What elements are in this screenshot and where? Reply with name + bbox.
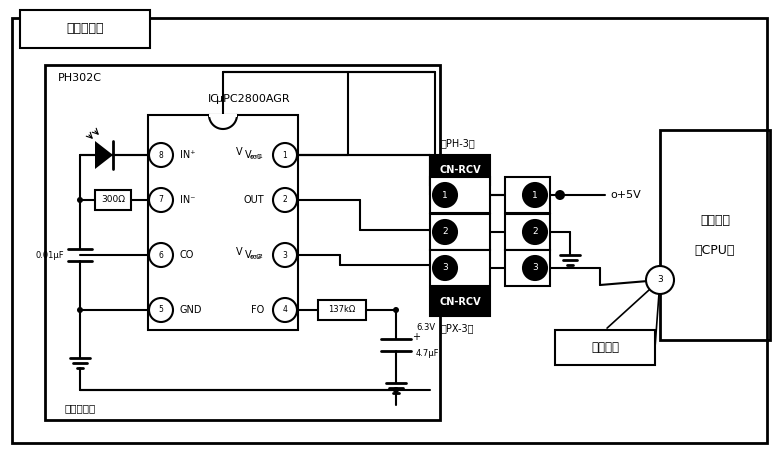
Text: （PX-3）: （PX-3） — [441, 323, 474, 333]
Circle shape — [523, 183, 547, 207]
Text: 2: 2 — [533, 227, 538, 237]
Circle shape — [273, 143, 297, 167]
Circle shape — [393, 387, 399, 393]
Bar — [209, 114, 237, 117]
Text: CN-RCV: CN-RCV — [439, 165, 481, 175]
Text: FO: FO — [251, 305, 264, 315]
Circle shape — [393, 307, 399, 313]
Text: CO: CO — [180, 250, 195, 260]
Bar — [318, 300, 366, 320]
Text: 遥控接收器: 遥控接收器 — [66, 23, 104, 36]
Text: o+5V: o+5V — [610, 190, 640, 200]
Bar — [430, 177, 490, 213]
Text: +: + — [412, 332, 420, 342]
Text: 3: 3 — [282, 250, 288, 259]
Circle shape — [523, 256, 547, 280]
Bar — [20, 10, 150, 48]
Text: V: V — [236, 147, 243, 157]
Text: cc1: cc1 — [250, 154, 262, 160]
Circle shape — [433, 183, 457, 207]
Circle shape — [77, 197, 83, 203]
Text: （PH-3）: （PH-3） — [440, 138, 475, 148]
Bar — [148, 115, 298, 330]
Text: 1: 1 — [442, 190, 448, 200]
Text: PH302C: PH302C — [58, 73, 102, 83]
Text: CN-RCV: CN-RCV — [439, 297, 481, 307]
Bar — [660, 130, 770, 340]
Text: IN⁺: IN⁺ — [180, 150, 196, 160]
Text: Vₑₑ₁: Vₑₑ₁ — [246, 150, 264, 160]
Text: 4: 4 — [282, 306, 288, 314]
Circle shape — [433, 220, 457, 244]
Bar — [505, 250, 550, 286]
Circle shape — [149, 298, 173, 322]
Bar — [45, 65, 440, 420]
Text: （防护罩）: （防护罩） — [64, 403, 95, 413]
Text: 300Ω: 300Ω — [101, 195, 125, 205]
Text: GND: GND — [180, 305, 203, 315]
Bar — [430, 288, 490, 316]
Circle shape — [149, 188, 173, 212]
Circle shape — [646, 266, 674, 294]
Circle shape — [273, 298, 297, 322]
Circle shape — [149, 143, 173, 167]
Text: 6.3V: 6.3V — [416, 323, 435, 332]
Text: 137kΩ: 137kΩ — [328, 306, 356, 314]
Text: 7: 7 — [159, 195, 163, 205]
Text: 微处理器: 微处理器 — [700, 213, 730, 226]
Text: IN⁻: IN⁻ — [180, 195, 196, 205]
Text: Vₑₑ₂: Vₑₑ₂ — [246, 250, 264, 260]
Text: IC: IC — [207, 94, 218, 104]
Circle shape — [77, 307, 83, 313]
Text: μPC2800AGR: μPC2800AGR — [216, 94, 290, 104]
Text: 5: 5 — [159, 306, 163, 314]
Text: 1: 1 — [282, 150, 287, 159]
Bar — [555, 330, 655, 365]
Text: 3: 3 — [442, 263, 448, 273]
Text: 1: 1 — [442, 190, 448, 200]
Text: 3: 3 — [657, 275, 663, 284]
Text: 4.7μF: 4.7μF — [416, 349, 439, 357]
Text: 2: 2 — [442, 227, 448, 237]
Text: 0.01μF: 0.01μF — [35, 250, 64, 259]
Bar — [430, 250, 490, 286]
Text: （CPU）: （CPU） — [695, 244, 735, 257]
Text: 2: 2 — [442, 227, 448, 237]
Bar — [95, 190, 131, 210]
Polygon shape — [95, 141, 113, 169]
Circle shape — [523, 220, 547, 244]
Bar — [505, 214, 550, 250]
Text: 1: 1 — [532, 190, 538, 200]
Text: V: V — [236, 247, 243, 257]
Circle shape — [149, 243, 173, 267]
Text: 遥控数据: 遥控数据 — [591, 341, 619, 354]
Text: CN-RCV: CN-RCV — [439, 165, 481, 175]
Circle shape — [273, 188, 297, 212]
Text: 6: 6 — [159, 250, 163, 259]
Text: OUT: OUT — [243, 195, 264, 205]
Bar — [505, 177, 550, 213]
Text: cc2: cc2 — [250, 254, 262, 260]
Text: 3: 3 — [442, 263, 448, 273]
Bar — [430, 155, 490, 185]
Bar — [430, 214, 490, 250]
Circle shape — [555, 190, 565, 200]
Text: 3: 3 — [532, 263, 538, 273]
Text: 8: 8 — [159, 150, 163, 159]
Circle shape — [273, 243, 297, 267]
Text: 2: 2 — [282, 195, 287, 205]
Circle shape — [433, 256, 457, 280]
